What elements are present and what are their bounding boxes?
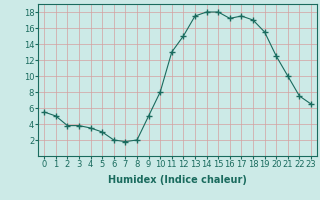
X-axis label: Humidex (Indice chaleur): Humidex (Indice chaleur) (108, 175, 247, 185)
